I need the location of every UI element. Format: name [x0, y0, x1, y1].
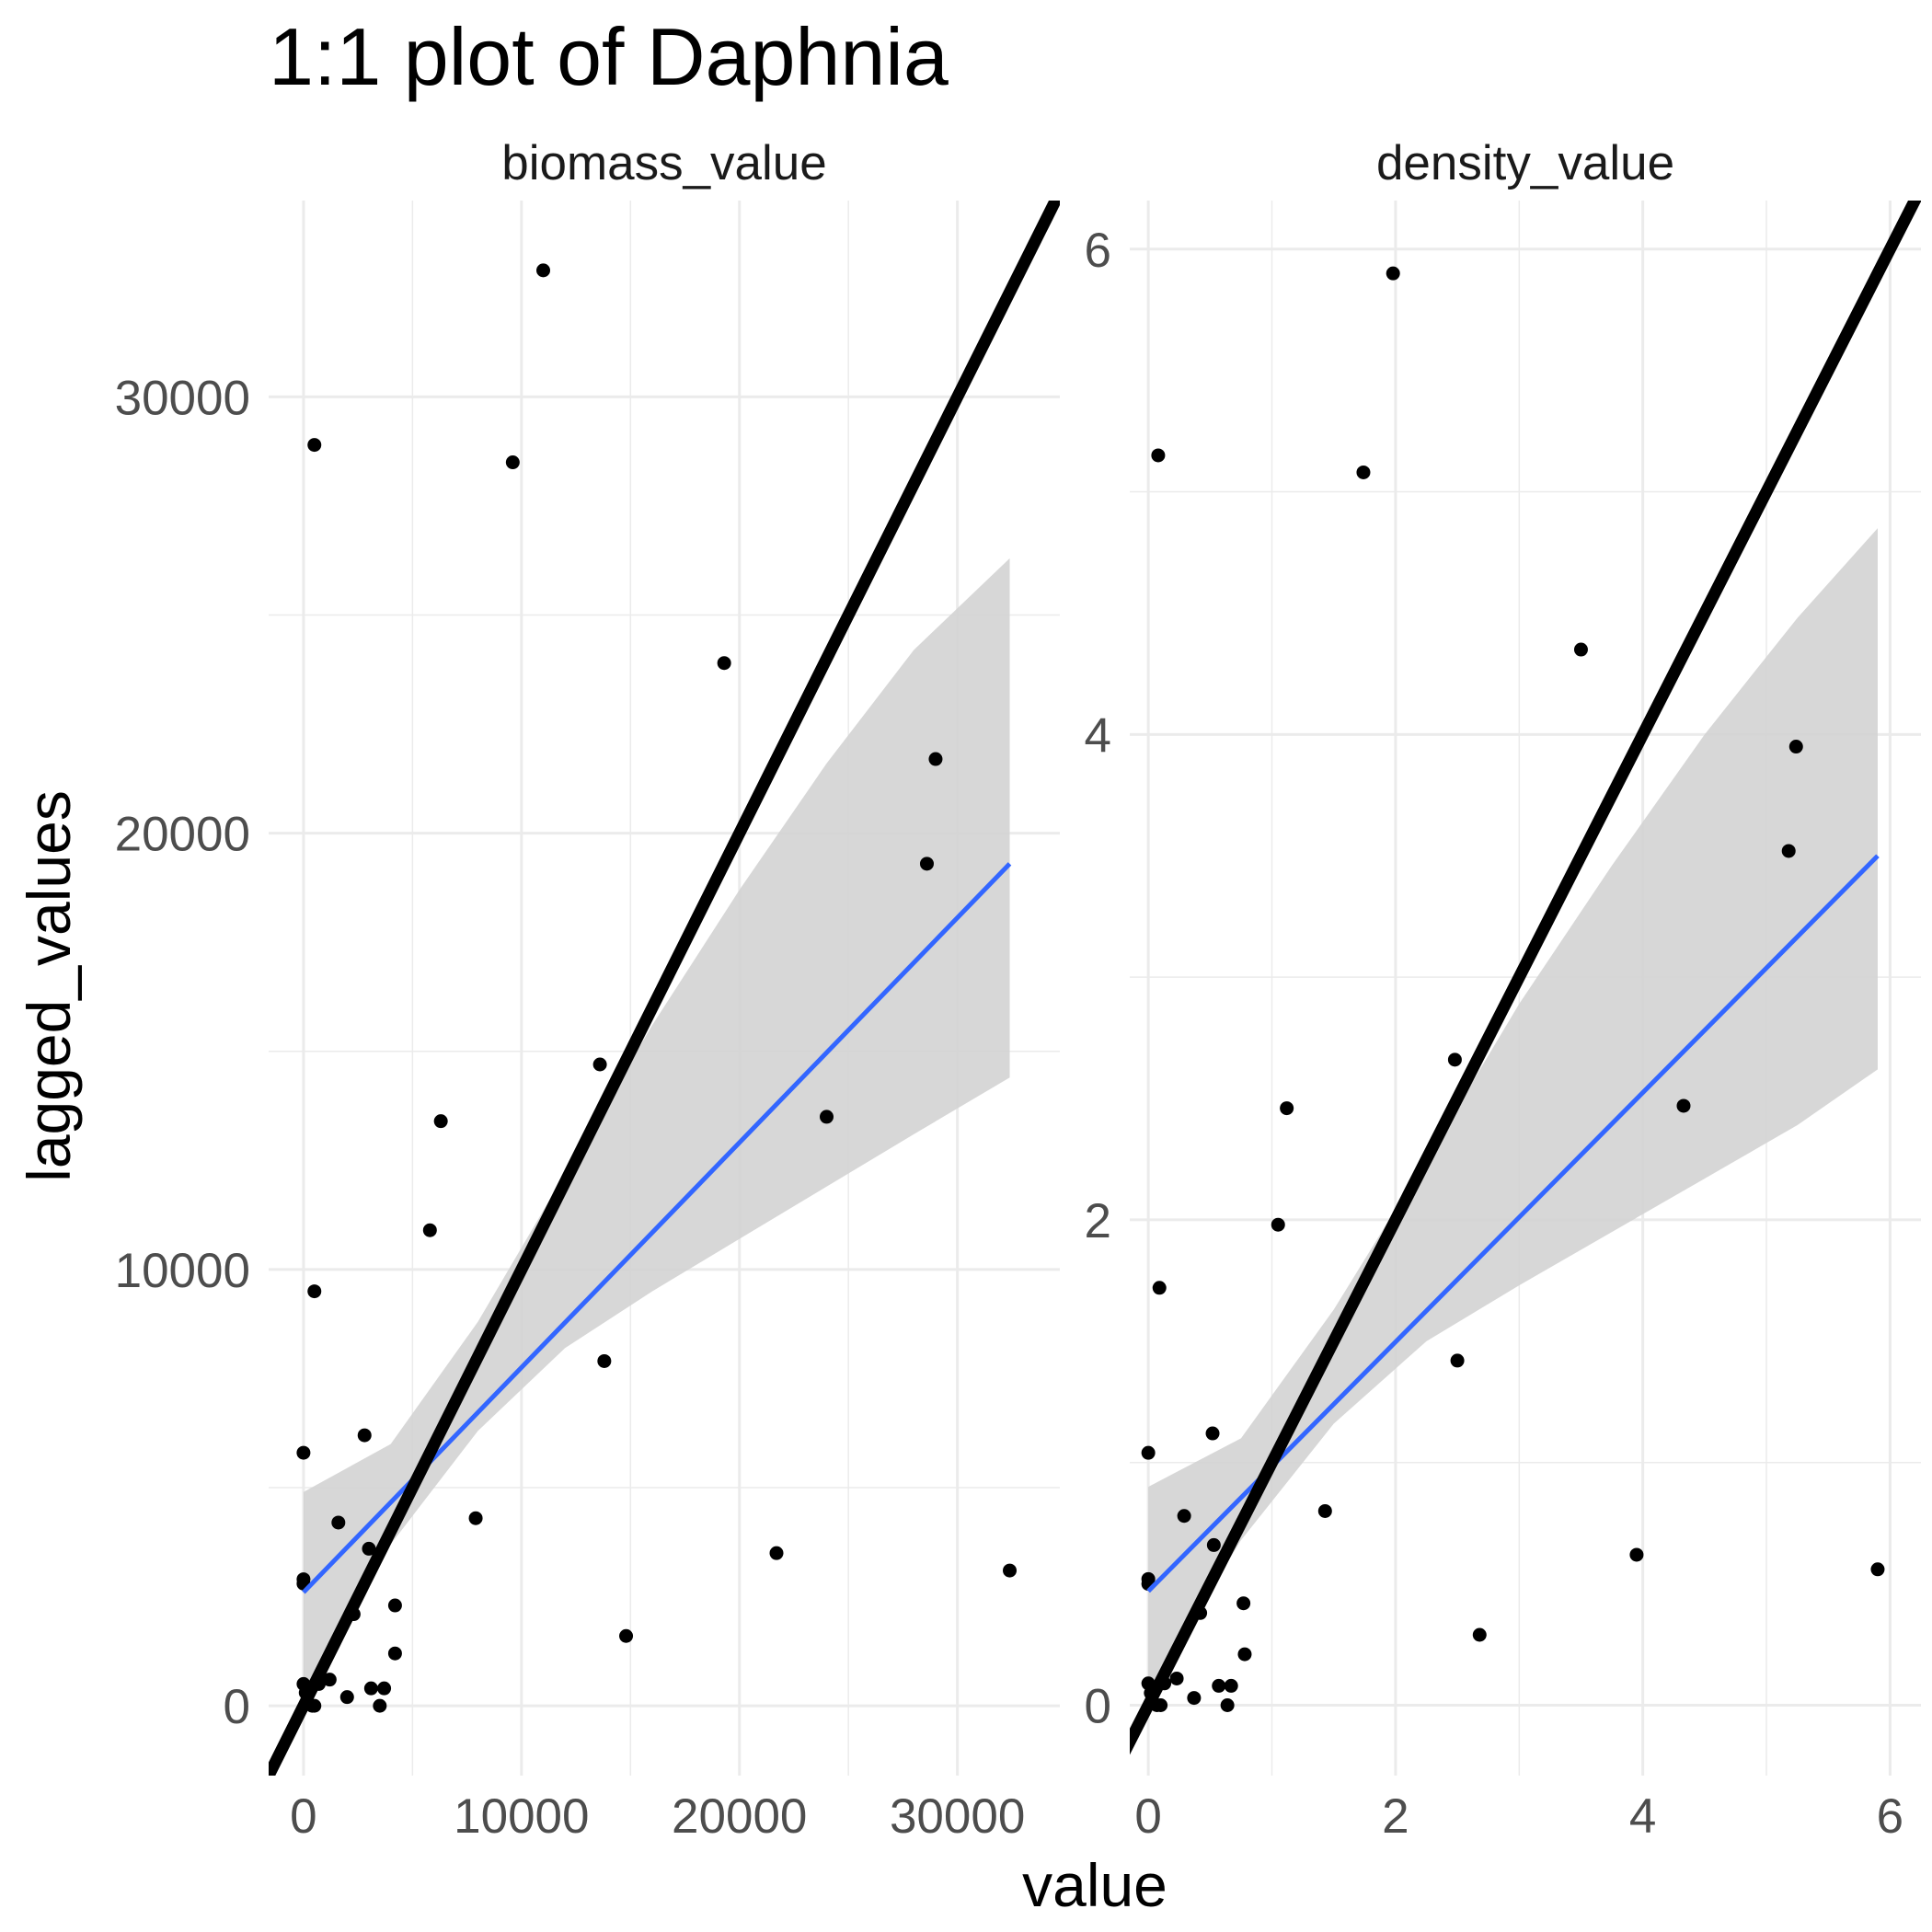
data-point [1781, 844, 1796, 858]
plot-marks [1130, 201, 1921, 1755]
data-point [592, 1057, 607, 1072]
identity-line [1130, 201, 1921, 1755]
data-point [1573, 642, 1588, 657]
x-axis-title: value [1022, 1851, 1167, 1919]
y-axis-title: lagged_values [15, 790, 83, 1182]
data-point [1154, 1698, 1168, 1713]
data-point [1152, 1281, 1167, 1295]
data-point [1224, 1678, 1238, 1693]
data-point [377, 1681, 392, 1696]
data-point [387, 1598, 402, 1613]
data-point [339, 1690, 354, 1705]
strip-label-biomass: biomass_value [501, 136, 827, 190]
data-point [619, 1628, 634, 1643]
strip-label-density: density_value [1376, 136, 1674, 190]
x-tick-label: 6 [1877, 1789, 1903, 1844]
plot-area-biomass [269, 201, 1060, 1776]
data-point [373, 1698, 387, 1713]
data-point [387, 1646, 402, 1661]
data-point [322, 1673, 337, 1687]
x-tick-label: 30000 [890, 1789, 1025, 1844]
data-point [1450, 1353, 1465, 1368]
y-tick-label: 0 [1085, 1680, 1111, 1734]
data-point [919, 857, 934, 871]
y-tick-label: 10000 [115, 1244, 250, 1298]
data-point [307, 1284, 322, 1299]
data-point [1788, 740, 1803, 754]
x-tick-label: 20000 [672, 1789, 807, 1844]
data-point [1237, 1647, 1252, 1662]
data-point [1205, 1426, 1220, 1441]
data-point [362, 1541, 376, 1556]
data-point [717, 656, 731, 671]
data-point [1676, 1098, 1691, 1113]
data-point [1356, 465, 1371, 479]
x-tick-label: 0 [290, 1789, 316, 1844]
panel-density: density_value 0 2 4 6 0 2 4 6 [1085, 136, 1921, 1844]
data-point [468, 1511, 483, 1525]
data-point [422, 1223, 437, 1237]
data-point [307, 438, 322, 453]
data-point [1206, 1537, 1221, 1552]
data-point [928, 752, 943, 766]
confidence-band [1148, 528, 1878, 1694]
data-point [296, 1445, 311, 1460]
x-tick-labels-biomass: 0 10000 20000 30000 [290, 1789, 1025, 1844]
data-point [1317, 1503, 1332, 1518]
data-point [505, 455, 520, 470]
data-point [357, 1428, 372, 1443]
data-point [1271, 1217, 1285, 1232]
x-tick-label: 0 [1134, 1789, 1161, 1844]
chart-title: 1:1 plot of Daphnia [269, 11, 949, 102]
plot-area-density [1130, 201, 1921, 1776]
y-tick-label: 4 [1085, 708, 1111, 763]
data-point [1169, 1671, 1184, 1685]
y-tick-label: 2 [1085, 1194, 1111, 1248]
data-point [1280, 1101, 1294, 1116]
y-tick-label: 0 [224, 1680, 250, 1734]
data-point [820, 1110, 834, 1124]
data-point [597, 1353, 612, 1368]
x-tick-label: 4 [1629, 1789, 1656, 1844]
confidence-band [303, 558, 1010, 1693]
data-point [1447, 1052, 1462, 1067]
x-tick-label: 10000 [454, 1789, 589, 1844]
y-tick-label: 30000 [115, 371, 250, 425]
plot-marks [269, 201, 1060, 1776]
data-point [1220, 1698, 1235, 1713]
x-tick-label: 2 [1382, 1789, 1409, 1844]
data-point [1003, 1563, 1018, 1578]
y-tick-label: 6 [1085, 224, 1111, 278]
y-tick-labels-biomass: 0 10000 20000 30000 [115, 371, 250, 1734]
data-point [1212, 1678, 1226, 1693]
panel-biomass: biomass_value 0 10000 20000 30000 0 10000 200… [115, 136, 1060, 1844]
data-point [769, 1546, 784, 1560]
x-tick-labels-density: 0 2 4 6 [1134, 1789, 1903, 1844]
data-point [1141, 1445, 1156, 1460]
data-point [1870, 1562, 1885, 1577]
identity-line [269, 201, 1060, 1776]
data-point [433, 1114, 448, 1129]
data-point [331, 1515, 346, 1530]
data-point [1386, 266, 1400, 281]
data-point [1177, 1509, 1191, 1524]
data-point [1629, 1547, 1644, 1562]
data-point [363, 1681, 378, 1696]
y-tick-label: 20000 [115, 808, 250, 862]
y-tick-labels-density: 0 2 4 6 [1085, 224, 1111, 1734]
data-point [1187, 1691, 1202, 1706]
data-point [1236, 1596, 1251, 1611]
data-point [1472, 1627, 1487, 1642]
data-point [1151, 448, 1166, 463]
data-point [536, 263, 551, 278]
